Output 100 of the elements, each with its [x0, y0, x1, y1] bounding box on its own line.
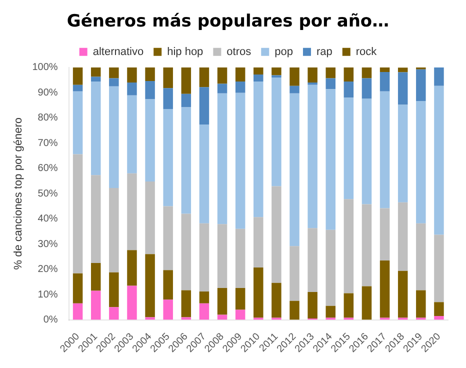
- bar: [72, 84, 83, 92]
- bar: [90, 175, 101, 263]
- bar: [217, 288, 228, 315]
- bar: [127, 286, 137, 320]
- bar: [90, 82, 101, 176]
- bar: [163, 67, 173, 88]
- bar: [362, 78, 372, 99]
- y-tick-label: 60%: [38, 163, 58, 174]
- bar: [199, 292, 210, 304]
- bar: [181, 94, 192, 108]
- bar: [72, 154, 83, 274]
- bar: [163, 300, 173, 320]
- bar: [109, 67, 119, 78]
- bar: [398, 104, 408, 202]
- bar: [90, 290, 101, 320]
- bar: [235, 228, 246, 288]
- bar: [145, 99, 155, 182]
- bar: [217, 224, 228, 288]
- legend-label: rap: [316, 46, 332, 58]
- y-tick-label: 50%: [38, 188, 58, 200]
- bar: [344, 67, 354, 82]
- legend-label: otros: [226, 46, 252, 58]
- bar: [344, 98, 354, 200]
- bar: [181, 67, 192, 94]
- bar: [326, 89, 336, 230]
- bar: [308, 84, 318, 228]
- bar: [109, 272, 119, 308]
- bar: [235, 310, 246, 320]
- bar: [199, 87, 210, 124]
- y-tick-label: 30%: [38, 238, 58, 250]
- bar: [434, 234, 444, 302]
- bar: [235, 67, 246, 82]
- bar: [344, 293, 354, 318]
- bar: [90, 67, 101, 77]
- y-axis-title: % de canciones top por género: [12, 117, 25, 270]
- bar: [362, 98, 372, 204]
- bar: [290, 67, 300, 86]
- bar: [181, 214, 192, 290]
- bar: [109, 307, 119, 320]
- y-tick-label: 70%: [38, 138, 58, 149]
- bar: [308, 67, 318, 83]
- bar: [344, 199, 354, 294]
- bar: [380, 260, 390, 318]
- bar: [434, 302, 444, 316]
- bar: [380, 72, 390, 92]
- bar: [72, 303, 83, 320]
- bar: [181, 107, 192, 214]
- bar: [290, 93, 300, 246]
- bar: [163, 109, 173, 206]
- bar: [254, 268, 264, 318]
- bar: [398, 72, 408, 105]
- bar: [434, 316, 444, 320]
- bar: [72, 273, 83, 304]
- bar: [416, 290, 426, 318]
- bar: [217, 314, 228, 320]
- y-tick-label: 80%: [38, 112, 58, 124]
- bar: [235, 82, 246, 93]
- chart-title: Géneros más populares por año…: [66, 12, 390, 32]
- bar: [127, 82, 137, 96]
- bar: [127, 67, 137, 83]
- bar: [344, 82, 354, 98]
- bar: [72, 91, 83, 154]
- bar: [326, 67, 336, 78]
- bar: [380, 91, 390, 208]
- y-tick-label: 0%: [43, 314, 58, 326]
- bar: [254, 67, 264, 74]
- bar: [416, 223, 426, 290]
- bar: [326, 306, 336, 318]
- bar: [326, 230, 336, 306]
- bar: [109, 78, 119, 86]
- legend-label: rock: [356, 46, 378, 58]
- bar: [163, 206, 173, 270]
- bar: [199, 124, 210, 224]
- bar: [145, 67, 155, 82]
- bar: [380, 208, 390, 260]
- bar: [416, 69, 426, 101]
- bar: [290, 246, 300, 301]
- y-tick-label: 90%: [38, 87, 58, 98]
- bar: [199, 223, 210, 292]
- bar: [272, 67, 282, 76]
- bar: [272, 186, 282, 283]
- bar: [109, 86, 119, 188]
- bar: [380, 67, 390, 72]
- bar: [109, 188, 119, 272]
- bar: [272, 77, 282, 186]
- bar: [163, 270, 173, 300]
- bar: [127, 95, 137, 174]
- bar: [199, 67, 210, 88]
- bar: [398, 202, 408, 271]
- y-tick-label: 100%: [32, 62, 58, 74]
- legend-label: alternativo: [92, 46, 144, 58]
- bar: [416, 100, 426, 224]
- bar: [398, 68, 408, 72]
- bar: [181, 290, 192, 318]
- bar: [127, 250, 137, 286]
- bar: [235, 288, 246, 310]
- y-tick-label: 20%: [38, 264, 58, 276]
- bar: [145, 181, 155, 254]
- bar: [434, 67, 444, 86]
- bar: [127, 173, 137, 250]
